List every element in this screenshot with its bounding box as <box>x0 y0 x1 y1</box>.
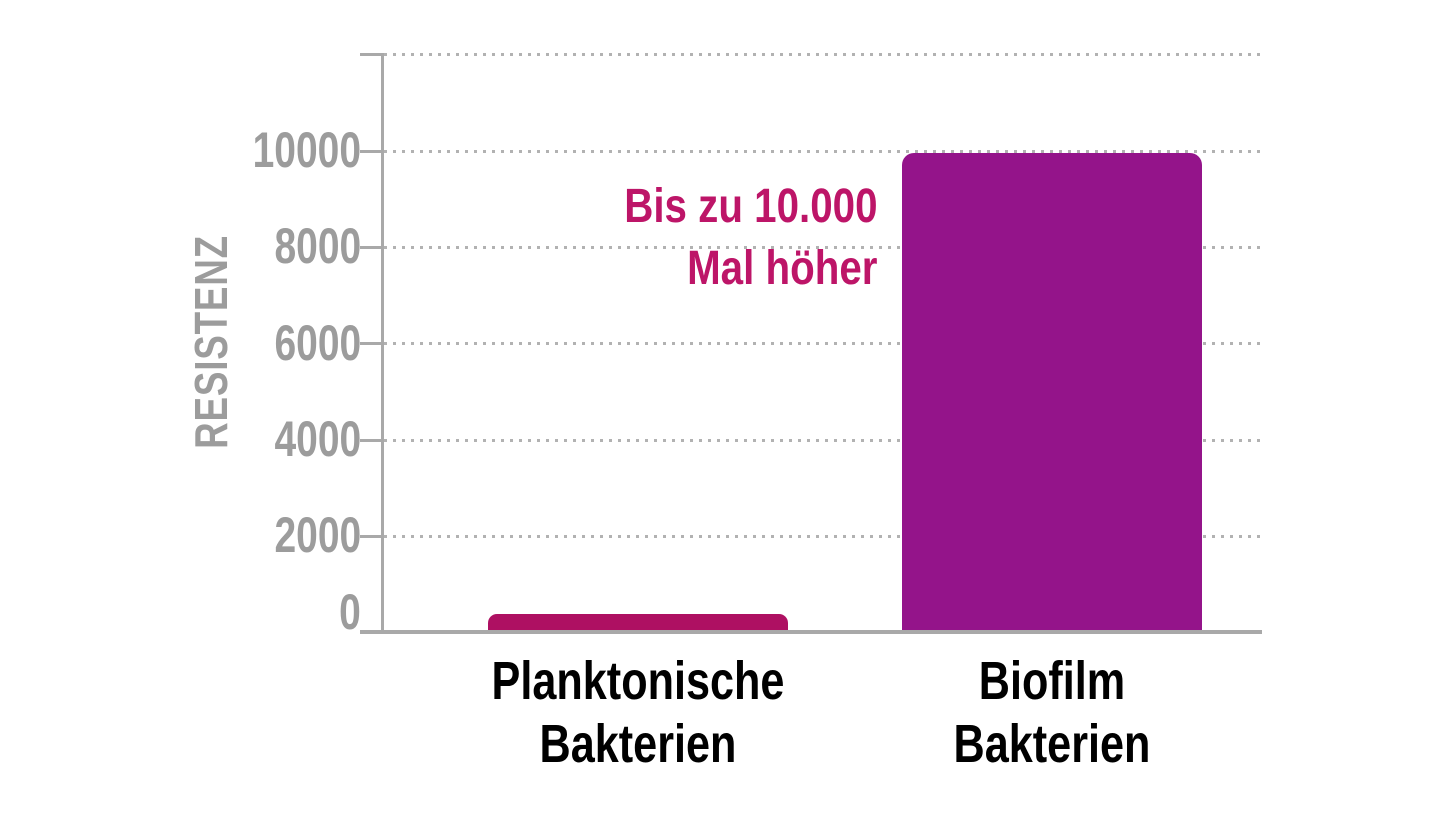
y-tick-mark-2000 <box>360 535 382 538</box>
x-category-1-line-2: Bakterien <box>539 714 737 774</box>
y-tick-label-8000: 8000 <box>274 218 361 274</box>
y-axis-line <box>381 53 384 633</box>
y-tick-mark-4000 <box>360 439 382 442</box>
y-tick-mark-6000 <box>360 342 382 345</box>
bar-biofilm-bakterien <box>902 153 1202 630</box>
x-category-2-line-1: Biofilm <box>978 651 1126 711</box>
bar-planktonische-bakterien <box>488 614 788 630</box>
x-category-label-biofilm: Biofilm Bakterien <box>852 650 1252 776</box>
y-tick-label-4000: 4000 <box>274 411 361 467</box>
gridline-4000 <box>384 439 1262 442</box>
y-tick-label-2000: 2000 <box>274 507 361 563</box>
x-category-label-planktonische: Planktonische Bakterien <box>438 650 838 776</box>
y-tick-mark-top <box>360 53 382 56</box>
y-tick-label-0: 0 <box>339 584 361 640</box>
x-category-2-line-2: Bakterien <box>953 714 1151 774</box>
gridline-6000 <box>384 342 1262 345</box>
gridline-12000 <box>384 53 1262 56</box>
annotation-line-2: Mal höher <box>686 242 877 295</box>
annotation-text: Bis zu 10.000 Mal höher <box>624 176 877 300</box>
gridline-10000 <box>384 150 1262 153</box>
y-axis-title: RESISTENZ <box>185 235 237 449</box>
x-axis-line <box>360 630 1262 634</box>
y-tick-mark-10000 <box>360 150 382 153</box>
gridline-8000 <box>384 246 1262 249</box>
x-category-1-line-1: Planktonische <box>491 651 785 711</box>
y-tick-label-10000: 10000 <box>252 122 361 178</box>
y-tick-mark-8000 <box>360 246 382 249</box>
annotation-line-1: Bis zu 10.000 <box>623 180 877 233</box>
y-tick-label-6000: 6000 <box>274 315 361 371</box>
gridline-2000 <box>384 535 1262 538</box>
